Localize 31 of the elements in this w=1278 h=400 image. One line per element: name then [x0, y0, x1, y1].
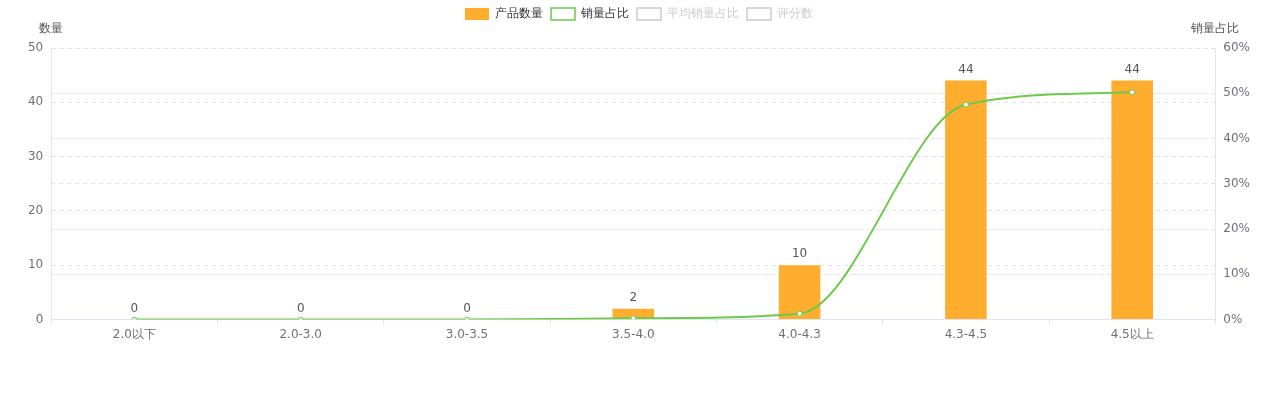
data-label: 2	[629, 289, 638, 304]
y2-tick-label: 30%	[1223, 175, 1250, 190]
x-tick-label: 3.0-3.5	[445, 326, 489, 341]
y-tick-label: 20	[27, 203, 44, 218]
data-label: 0	[296, 300, 305, 315]
legend-label: 销量占比	[580, 6, 629, 21]
y2-tick-label: 40%	[1223, 130, 1250, 145]
data-label: 0	[463, 300, 471, 315]
y2-tick-label: 10%	[1223, 266, 1250, 281]
x-tick-label: 4.5以上	[1110, 326, 1154, 341]
x-tick-label: 2.0-3.0	[279, 326, 322, 341]
data-label: 44	[958, 61, 974, 76]
y2-tick-label: 60%	[1223, 40, 1250, 55]
y-tick-label: 30	[27, 148, 44, 163]
y2-tick-label: 0%	[1223, 311, 1243, 326]
x-tick-label: 4.3-4.5	[944, 326, 988, 341]
y-tick-label: 40	[27, 94, 44, 109]
y-axis-title: 数量	[39, 21, 64, 36]
data-label: 0	[130, 300, 139, 315]
x-tick-label: 2.0以下	[112, 326, 156, 341]
y-tick-label: 10	[27, 257, 44, 272]
data-label: 44	[1124, 61, 1140, 76]
y-tick-label: 0	[35, 311, 44, 326]
y2-tick-label: 20%	[1223, 221, 1250, 236]
y-tick-label: 50	[27, 40, 44, 55]
x-tick-label: 3.5-4.0	[612, 326, 655, 341]
data-label: 10	[791, 246, 808, 261]
y2-axis-title: 销量占比	[1190, 21, 1240, 36]
x-tick-label: 4.0-4.3	[778, 326, 821, 341]
legend-label: 产品数量	[495, 6, 543, 21]
y2-tick-label: 50%	[1223, 85, 1250, 100]
